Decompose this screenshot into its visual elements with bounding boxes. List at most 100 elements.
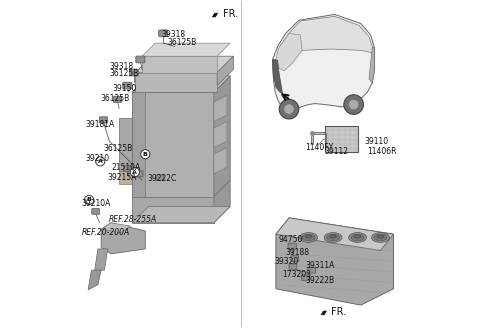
Text: 39215A: 39215A bbox=[108, 173, 137, 182]
Ellipse shape bbox=[377, 235, 384, 238]
FancyBboxPatch shape bbox=[134, 171, 143, 177]
Circle shape bbox=[348, 99, 359, 110]
Polygon shape bbox=[214, 76, 230, 197]
Text: 36125B: 36125B bbox=[104, 144, 133, 153]
Polygon shape bbox=[101, 223, 145, 254]
Polygon shape bbox=[325, 133, 326, 146]
Text: 39210: 39210 bbox=[86, 154, 110, 163]
Text: 1140FY: 1140FY bbox=[305, 143, 334, 152]
Polygon shape bbox=[279, 16, 373, 53]
FancyBboxPatch shape bbox=[289, 264, 297, 270]
Polygon shape bbox=[214, 148, 227, 174]
Ellipse shape bbox=[302, 234, 315, 241]
Polygon shape bbox=[119, 118, 132, 171]
Text: 39181A: 39181A bbox=[86, 120, 115, 129]
Polygon shape bbox=[311, 132, 325, 133]
Text: 39110: 39110 bbox=[364, 137, 388, 146]
Ellipse shape bbox=[372, 233, 389, 242]
FancyBboxPatch shape bbox=[288, 243, 297, 249]
Text: 173203: 173203 bbox=[282, 270, 312, 279]
Polygon shape bbox=[214, 180, 230, 223]
Polygon shape bbox=[135, 56, 233, 72]
FancyBboxPatch shape bbox=[129, 69, 138, 76]
Ellipse shape bbox=[324, 233, 342, 242]
Ellipse shape bbox=[351, 234, 364, 241]
Polygon shape bbox=[132, 197, 214, 223]
Polygon shape bbox=[212, 13, 218, 17]
Polygon shape bbox=[132, 206, 230, 223]
FancyBboxPatch shape bbox=[136, 56, 145, 63]
Text: REF.28-255A: REF.28-255A bbox=[108, 215, 157, 224]
Text: FR.: FR. bbox=[223, 9, 238, 19]
Ellipse shape bbox=[354, 235, 361, 238]
Ellipse shape bbox=[300, 233, 318, 242]
Text: A: A bbox=[132, 170, 137, 175]
Text: 39222C: 39222C bbox=[148, 174, 177, 183]
FancyBboxPatch shape bbox=[156, 175, 164, 181]
FancyBboxPatch shape bbox=[92, 208, 99, 214]
Polygon shape bbox=[142, 43, 230, 56]
Text: REF.20-200A: REF.20-200A bbox=[82, 228, 130, 237]
FancyBboxPatch shape bbox=[123, 165, 131, 172]
Polygon shape bbox=[273, 14, 374, 111]
FancyBboxPatch shape bbox=[291, 256, 299, 262]
Ellipse shape bbox=[374, 234, 387, 241]
Text: 11406R: 11406R bbox=[367, 147, 396, 156]
Text: 39318: 39318 bbox=[162, 31, 186, 39]
Polygon shape bbox=[276, 218, 394, 251]
Polygon shape bbox=[214, 95, 227, 122]
Polygon shape bbox=[132, 76, 230, 92]
Polygon shape bbox=[311, 132, 313, 144]
Polygon shape bbox=[214, 122, 227, 148]
Polygon shape bbox=[135, 72, 217, 92]
Ellipse shape bbox=[348, 233, 367, 242]
Polygon shape bbox=[101, 223, 131, 233]
FancyBboxPatch shape bbox=[123, 82, 132, 89]
FancyBboxPatch shape bbox=[159, 30, 168, 37]
Text: 39210A: 39210A bbox=[82, 199, 111, 208]
Text: 36125B: 36125B bbox=[168, 38, 197, 47]
Ellipse shape bbox=[305, 235, 312, 238]
Polygon shape bbox=[95, 249, 108, 270]
Polygon shape bbox=[132, 92, 145, 197]
Circle shape bbox=[96, 157, 105, 166]
Text: A: A bbox=[98, 159, 103, 164]
Circle shape bbox=[279, 99, 299, 119]
Polygon shape bbox=[369, 47, 374, 83]
Polygon shape bbox=[217, 56, 233, 86]
FancyBboxPatch shape bbox=[308, 267, 316, 273]
FancyBboxPatch shape bbox=[113, 96, 121, 102]
Text: 39311A: 39311A bbox=[305, 261, 335, 270]
Circle shape bbox=[84, 195, 94, 204]
Polygon shape bbox=[119, 171, 132, 184]
Circle shape bbox=[141, 150, 150, 159]
Text: 36125B: 36125B bbox=[109, 69, 139, 78]
Circle shape bbox=[130, 168, 139, 177]
FancyBboxPatch shape bbox=[99, 117, 108, 123]
Text: 94750: 94750 bbox=[278, 235, 303, 244]
Polygon shape bbox=[276, 218, 394, 305]
Text: 39318: 39318 bbox=[109, 62, 133, 71]
Text: B: B bbox=[143, 152, 148, 157]
Text: 39222B: 39222B bbox=[305, 277, 335, 285]
Circle shape bbox=[284, 104, 294, 114]
FancyBboxPatch shape bbox=[301, 275, 309, 280]
Text: 39112: 39112 bbox=[324, 147, 348, 156]
Text: 39188: 39188 bbox=[285, 248, 309, 257]
Polygon shape bbox=[88, 270, 101, 290]
Ellipse shape bbox=[326, 234, 340, 241]
Text: 36125B: 36125B bbox=[100, 94, 130, 103]
Text: B: B bbox=[87, 197, 92, 202]
Polygon shape bbox=[273, 59, 282, 94]
Polygon shape bbox=[132, 92, 214, 197]
FancyBboxPatch shape bbox=[325, 126, 358, 152]
Circle shape bbox=[344, 95, 363, 114]
Text: 21510A: 21510A bbox=[112, 163, 141, 172]
Text: 39150: 39150 bbox=[112, 84, 136, 93]
Ellipse shape bbox=[330, 235, 336, 238]
Polygon shape bbox=[274, 33, 302, 71]
Text: FR.: FR. bbox=[332, 307, 347, 317]
Polygon shape bbox=[142, 56, 217, 72]
Polygon shape bbox=[321, 311, 326, 315]
Text: 39320: 39320 bbox=[275, 257, 299, 266]
